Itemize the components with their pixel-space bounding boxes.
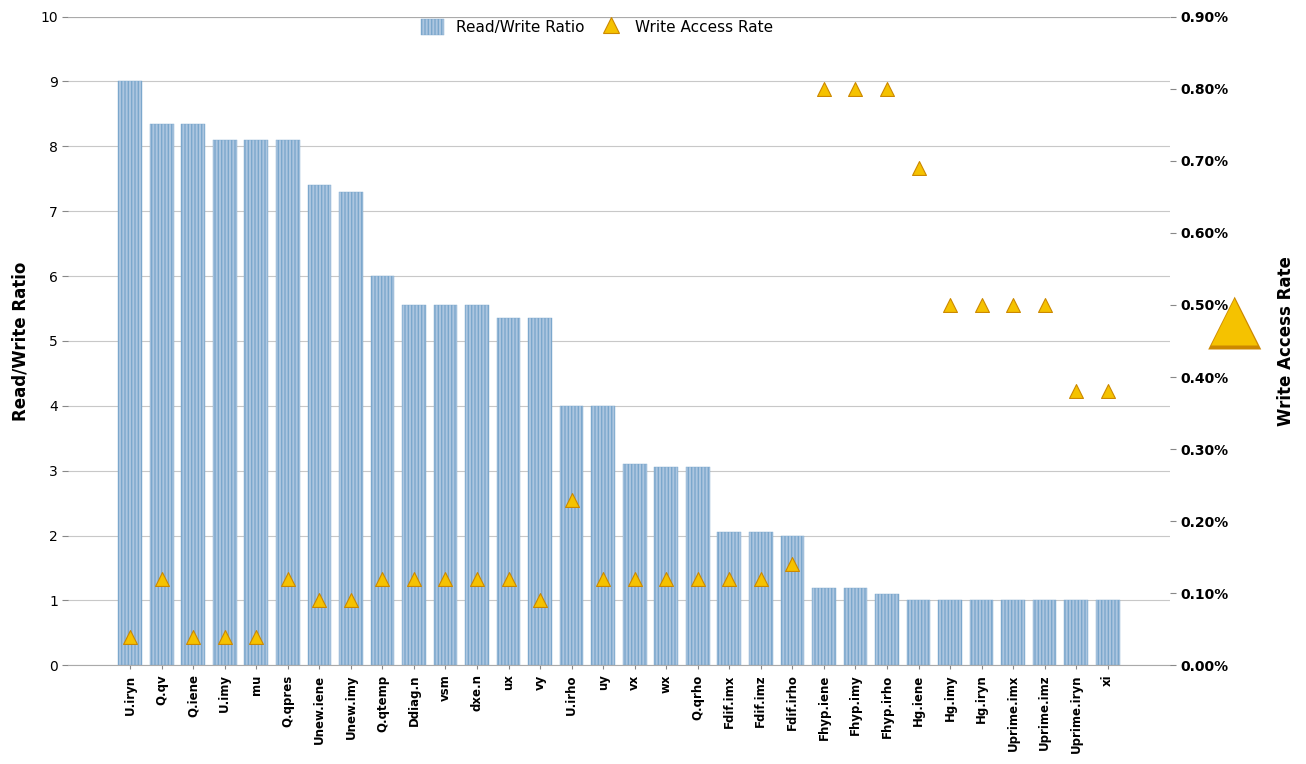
Point — [183, 630, 204, 643]
Bar — [906, 601, 930, 665]
Bar — [528, 319, 552, 665]
Point — [718, 573, 739, 585]
Text: ▲: ▲ — [1211, 291, 1258, 351]
Point — [214, 630, 235, 643]
Point — [435, 573, 456, 585]
Bar — [592, 406, 615, 665]
Point — [151, 573, 172, 585]
Point — [908, 162, 929, 174]
Bar — [750, 533, 773, 665]
Bar — [213, 140, 236, 665]
Point — [466, 573, 487, 585]
Point — [845, 83, 866, 95]
Bar — [970, 601, 994, 665]
Bar — [465, 306, 488, 665]
Point — [687, 573, 708, 585]
Bar — [1033, 601, 1057, 665]
Point — [1003, 299, 1024, 311]
Point — [814, 83, 835, 95]
Point — [120, 630, 141, 643]
Point — [593, 573, 614, 585]
Point — [972, 299, 993, 311]
Bar — [340, 192, 363, 665]
Point — [246, 630, 266, 643]
Bar — [402, 306, 426, 665]
Bar — [182, 124, 205, 665]
Bar — [812, 588, 836, 665]
Point — [1034, 299, 1055, 311]
Point — [876, 83, 897, 95]
Bar — [844, 588, 867, 665]
Text: ▲: ▲ — [1208, 287, 1260, 354]
Bar — [371, 276, 394, 665]
Y-axis label: Read/Write Ratio: Read/Write Ratio — [12, 261, 29, 421]
Bar — [686, 468, 709, 665]
Point — [372, 573, 393, 585]
Bar — [1064, 601, 1088, 665]
Bar — [1002, 601, 1025, 665]
Bar — [434, 306, 457, 665]
Bar — [623, 465, 646, 665]
Point — [404, 573, 424, 585]
Bar — [717, 533, 741, 665]
Point — [498, 573, 518, 585]
Bar — [938, 601, 963, 665]
Point — [310, 594, 330, 607]
Point — [277, 573, 298, 585]
Bar — [654, 468, 678, 665]
Bar — [119, 82, 142, 665]
Point — [341, 594, 362, 607]
Y-axis label: Write Access Rate: Write Access Rate — [1277, 256, 1294, 426]
Bar — [560, 406, 584, 665]
Legend: Read/Write Ratio, Write Access Rate: Read/Write Ratio, Write Access Rate — [413, 11, 781, 43]
Bar — [875, 594, 899, 665]
Bar — [781, 536, 804, 665]
Point — [782, 558, 803, 571]
Bar — [1096, 601, 1119, 665]
Point — [939, 299, 960, 311]
Point — [1097, 385, 1118, 397]
Point — [530, 594, 551, 607]
Bar — [150, 124, 174, 665]
Bar — [307, 186, 332, 665]
Point — [656, 573, 677, 585]
Point — [624, 573, 645, 585]
Point — [751, 573, 772, 585]
Bar — [276, 140, 299, 665]
Bar — [244, 140, 268, 665]
Point — [562, 494, 582, 506]
Bar — [496, 319, 520, 665]
Point — [1066, 385, 1087, 397]
